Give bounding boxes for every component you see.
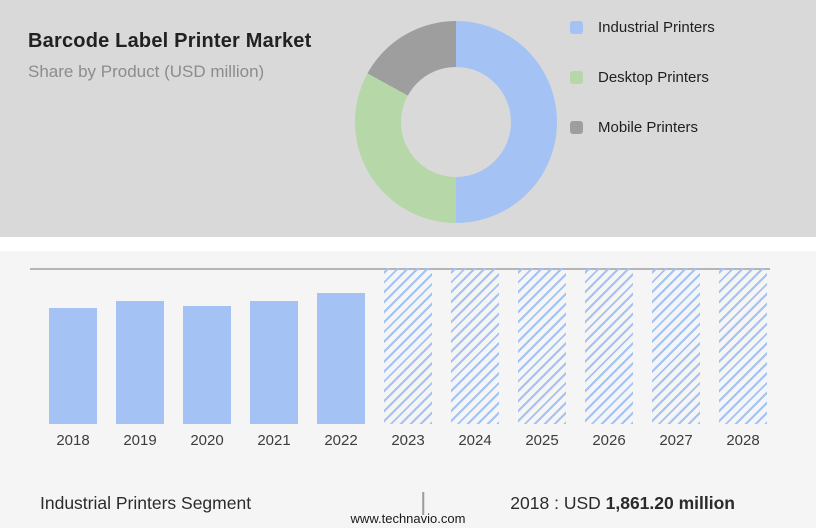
bar-forecast-2028	[719, 268, 767, 424]
bar-forecast-2023	[384, 268, 432, 424]
bar-2018	[49, 308, 97, 424]
legend-swatch	[570, 70, 583, 84]
legend-swatch	[570, 120, 583, 134]
footer-value: 2018 : USD 1,861.20 million	[510, 493, 735, 514]
x-tick-label-2028: 2028	[726, 432, 760, 449]
segment-label: Industrial Printers Segment	[40, 493, 252, 513]
panel-divider	[0, 237, 816, 251]
legend-label: Desktop Printers	[598, 68, 709, 86]
header-panel: Barcode Label Printer Market Share by Pr…	[0, 0, 816, 237]
x-tick-label-2021: 2021	[257, 432, 291, 449]
x-tick-label-2027: 2027	[659, 432, 693, 449]
donut-chart	[355, 21, 557, 223]
x-tick-label-2025: 2025	[525, 432, 559, 449]
x-tick-label-2023: 2023	[391, 432, 425, 449]
bar-plot: 2018 2019 2020 2021 2022 2023 2024 2025 2026 2027…	[30, 268, 770, 449]
x-tick-label-2020: 2020	[190, 432, 224, 449]
legend-item: Mobile Printers	[570, 116, 715, 138]
page-title: Barcode Label Printer Market	[28, 30, 312, 52]
title-block: Barcode Label Printer Market Share by Pr…	[28, 30, 311, 82]
page-subtitle: Share by Product (USD million)	[28, 62, 265, 81]
x-tick-label-2019: 2019	[123, 432, 157, 449]
bar-2020	[183, 306, 231, 424]
footer-separator: |	[420, 488, 427, 516]
x-tick-label-2022: 2022	[324, 432, 358, 449]
x-tick-label-2018: 2018	[56, 432, 90, 449]
bar-2019	[116, 301, 164, 424]
bar-2021	[250, 301, 298, 424]
donut-hole	[401, 67, 511, 177]
bar-forecast-2024	[451, 268, 499, 424]
x-tick-label-2026: 2026	[592, 432, 626, 449]
chart-section: 2018 2019 2020 2021 2022 2023 2024 2025 2026 2027…	[0, 237, 816, 528]
legend-label: Mobile Printers	[598, 118, 699, 136]
footer-value-bold: 1,861.20 million	[605, 493, 735, 513]
x-tick-label-2024: 2024	[458, 432, 492, 449]
footer-value-prefix: 2018 : USD	[510, 493, 606, 513]
bar-forecast-2025	[518, 268, 566, 424]
website-text: www.technavio.com	[350, 511, 466, 526]
bar-forecast-2026	[585, 268, 633, 424]
legend-item: Desktop Printers	[570, 66, 715, 88]
bar-forecast-2027	[652, 268, 700, 424]
legend-item: Industrial Printers	[570, 16, 715, 38]
donut-legend: Industrial Printers Desktop Printers Mobil…	[570, 16, 715, 166]
footer: Industrial Printers Segment | 2018 : USD…	[0, 488, 816, 519]
legend-swatch	[570, 20, 583, 34]
legend-label: Industrial Printers	[598, 18, 715, 36]
bar-2022	[317, 293, 365, 424]
